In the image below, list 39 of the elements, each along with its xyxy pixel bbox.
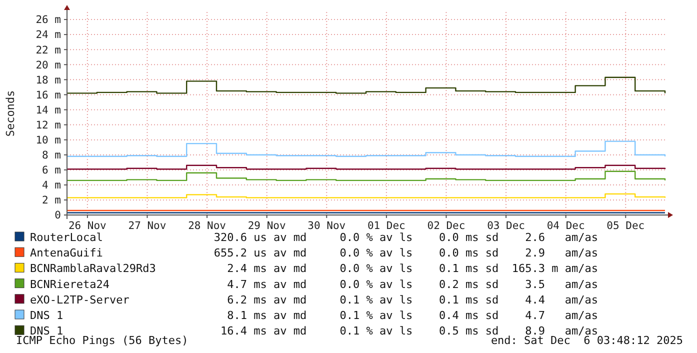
y-tick-label: 2 m — [42, 194, 61, 207]
text: 6.2 ms av md 0.1 % av ls 0.1 ms sd 4.4 am/as — [214, 293, 598, 306]
y-tick-label: 24 m — [36, 29, 61, 42]
y-tick-label: 26 m — [36, 14, 61, 26]
x-tick-label: 29 Nov — [248, 220, 286, 232]
y-tick-label: 6 m — [42, 164, 61, 177]
x-tick-label: 03 Dec — [487, 220, 525, 232]
y-tick-label: 8 m — [42, 150, 61, 162]
y-tick-label: 0 — [54, 210, 61, 222]
legend-label: eXO-L2TP-Server — [30, 293, 130, 306]
legend-label: DNS 1 — [30, 309, 64, 322]
text: 4.7 ms av md 0.0 % av ls 0.2 ms sd 3.5 am/as — [214, 278, 598, 291]
text: 8.1 ms av md 0.1 % av ls 0.4 ms sd 4.7 am/as — [214, 309, 598, 322]
legend-label: BCNRiereta24 — [30, 278, 110, 291]
y-tick-label: 20 m — [36, 59, 61, 72]
legend-label: AntenaGuifi — [30, 246, 103, 260]
y-tick-label: 10 m — [36, 134, 61, 146]
x-tick-label: 26 Nov — [68, 220, 106, 232]
x-tick-label: 27 Nov — [128, 220, 166, 232]
x-tick-label: 05 Dec — [606, 220, 645, 232]
text: 320.6 us av md 0.0 % av ls 0.0 ms sd 2.6 am/as — [214, 231, 598, 244]
x-tick-label: 04 Dec — [546, 220, 585, 232]
x-tick-label: 28 Nov — [188, 220, 226, 232]
y-tick-label: 22 m — [36, 44, 61, 56]
y-tick-label: 12 m — [36, 119, 61, 132]
y-tick-label: 4 m — [42, 180, 61, 192]
y-tick-label: 18 m — [36, 74, 61, 86]
text: ICMP Echo Pings (56 Bytes) — [16, 334, 188, 347]
text: end: Sat Dec 6 03:48:12 2025 — [490, 334, 683, 347]
legend-label: RouterLocal — [30, 231, 103, 244]
legend-label: BCNRamblaRaval29Rd3 — [30, 262, 156, 276]
x-tick-label: 02 Dec — [427, 220, 466, 232]
text: 655.2 us av md 0.0 % av ls 0.0 ms sd 2.9 am/as — [214, 246, 598, 260]
y-tick-label: 16 m — [36, 89, 61, 102]
x-tick-label: 01 Dec — [367, 220, 406, 232]
y-axis-title: Seconds — [4, 90, 17, 137]
x-tick-label: 30 Nov — [308, 220, 346, 232]
y-tick-label: 14 m — [36, 104, 61, 116]
text: 2.4 ms av md 0.0 % av ls 0.1 ms sd 165.3 m am/as — [214, 262, 598, 276]
